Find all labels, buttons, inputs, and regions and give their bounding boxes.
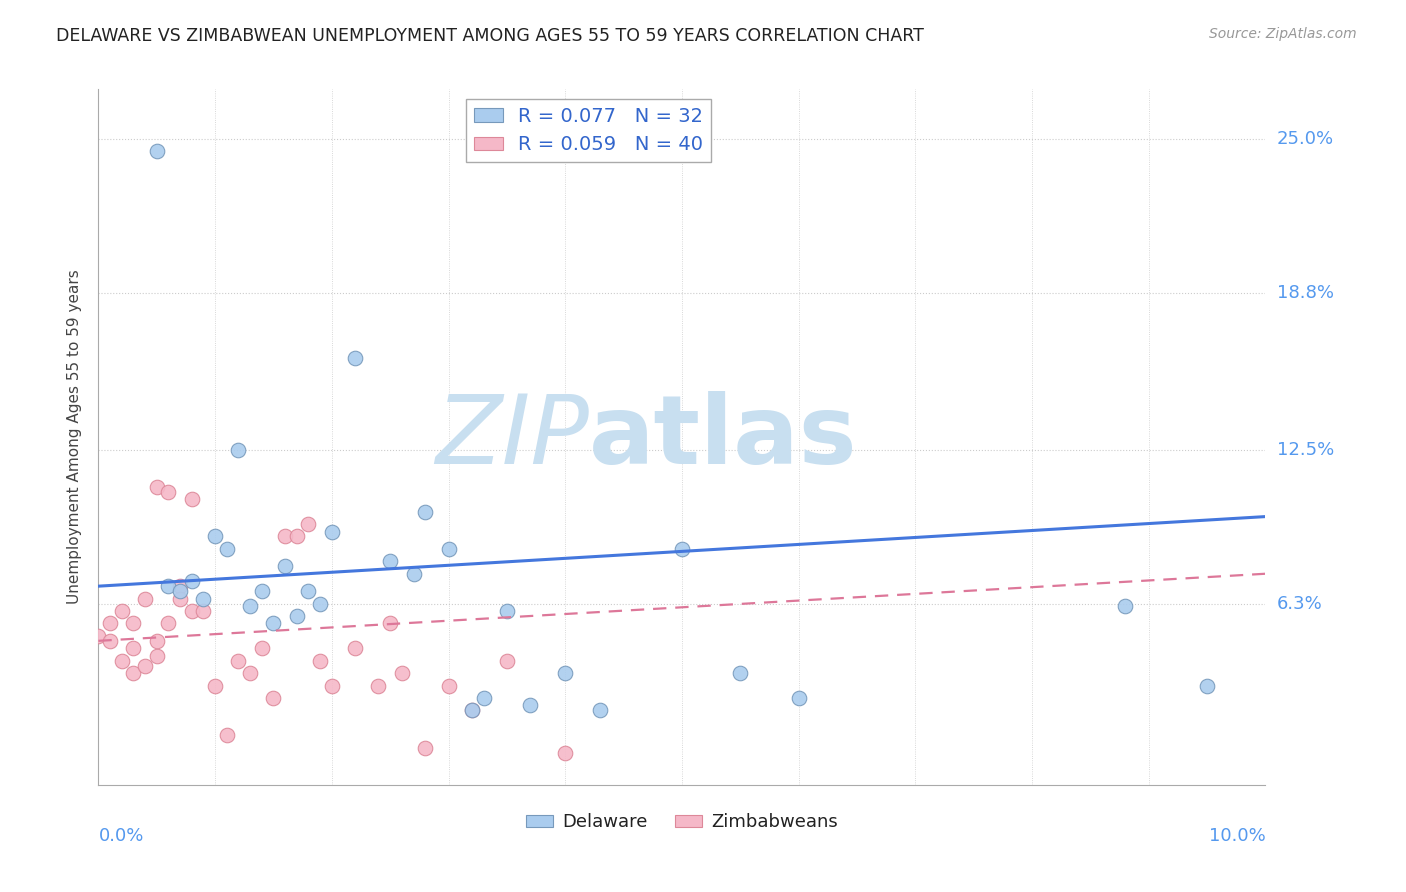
Point (367, 679, 389, 693)
Point (250, 641, 273, 656)
Point (402, 566, 425, 581)
Point (98, 633, 121, 648)
Point (98, 616, 121, 631)
Point (262, 690, 284, 705)
Text: ZIP: ZIP (434, 391, 589, 483)
Point (554, 746, 576, 760)
Text: 10.0%: 10.0% (1209, 827, 1265, 845)
Point (122, 666, 145, 681)
Point (309, 654, 332, 668)
Point (437, 679, 460, 693)
Point (391, 666, 413, 681)
Point (122, 616, 145, 631)
Point (146, 480, 169, 494)
Point (180, 574, 202, 589)
Point (228, 654, 250, 668)
Point (111, 604, 134, 618)
Point (157, 616, 180, 631)
Point (157, 579, 180, 593)
Point (297, 516, 319, 531)
Point (787, 690, 810, 705)
Point (87, 629, 110, 643)
Text: atlas: atlas (589, 391, 858, 483)
Point (380, 554, 402, 568)
Point (413, 740, 436, 755)
Point (146, 633, 169, 648)
Point (274, 559, 297, 574)
Point (496, 654, 519, 668)
Point (228, 442, 250, 457)
Point (496, 604, 519, 618)
Point (169, 591, 191, 606)
Point (671, 541, 693, 556)
Point (146, 648, 169, 663)
Text: Source: ZipAtlas.com: Source: ZipAtlas.com (1209, 27, 1357, 41)
Point (554, 666, 576, 681)
Text: 0.0%: 0.0% (98, 827, 143, 845)
Point (204, 679, 226, 693)
Point (321, 524, 343, 539)
Point (309, 597, 332, 611)
Point (239, 666, 262, 681)
Point (215, 728, 238, 742)
Text: 6.3%: 6.3% (1277, 595, 1322, 613)
Point (285, 609, 308, 624)
Point (461, 703, 484, 717)
Text: 12.5%: 12.5% (1277, 441, 1334, 458)
Point (344, 351, 367, 365)
Point (169, 579, 191, 593)
Point (472, 690, 495, 705)
Point (146, 145, 169, 159)
Point (589, 703, 612, 717)
Point (380, 616, 402, 631)
Point (193, 604, 215, 618)
Point (250, 584, 273, 599)
Y-axis label: Unemployment Among Ages 55 to 59 years: Unemployment Among Ages 55 to 59 years (66, 269, 82, 605)
Point (262, 616, 284, 631)
Point (461, 703, 484, 717)
Point (285, 529, 308, 543)
Point (215, 541, 238, 556)
Point (274, 529, 297, 543)
Point (1114, 599, 1136, 613)
Point (111, 654, 134, 668)
Point (169, 584, 191, 599)
Legend: Delaware, Zimbabweans: Delaware, Zimbabweans (519, 806, 845, 838)
Point (193, 591, 215, 606)
Point (134, 591, 156, 606)
Text: 18.8%: 18.8% (1277, 284, 1333, 302)
Point (157, 484, 180, 499)
Point (413, 505, 436, 519)
Point (180, 492, 202, 507)
Point (204, 529, 226, 543)
Point (730, 666, 752, 681)
Point (180, 604, 202, 618)
Point (297, 584, 319, 599)
Point (519, 698, 541, 713)
Text: DELAWARE VS ZIMBABWEAN UNEMPLOYMENT AMONG AGES 55 TO 59 YEARS CORRELATION CHART: DELAWARE VS ZIMBABWEAN UNEMPLOYMENT AMON… (56, 27, 924, 45)
Point (122, 641, 145, 656)
Point (437, 541, 460, 556)
Point (321, 679, 343, 693)
Text: 25.0%: 25.0% (1277, 130, 1334, 148)
Point (344, 641, 367, 656)
Point (239, 599, 262, 613)
Point (1195, 679, 1218, 693)
Point (134, 658, 156, 673)
